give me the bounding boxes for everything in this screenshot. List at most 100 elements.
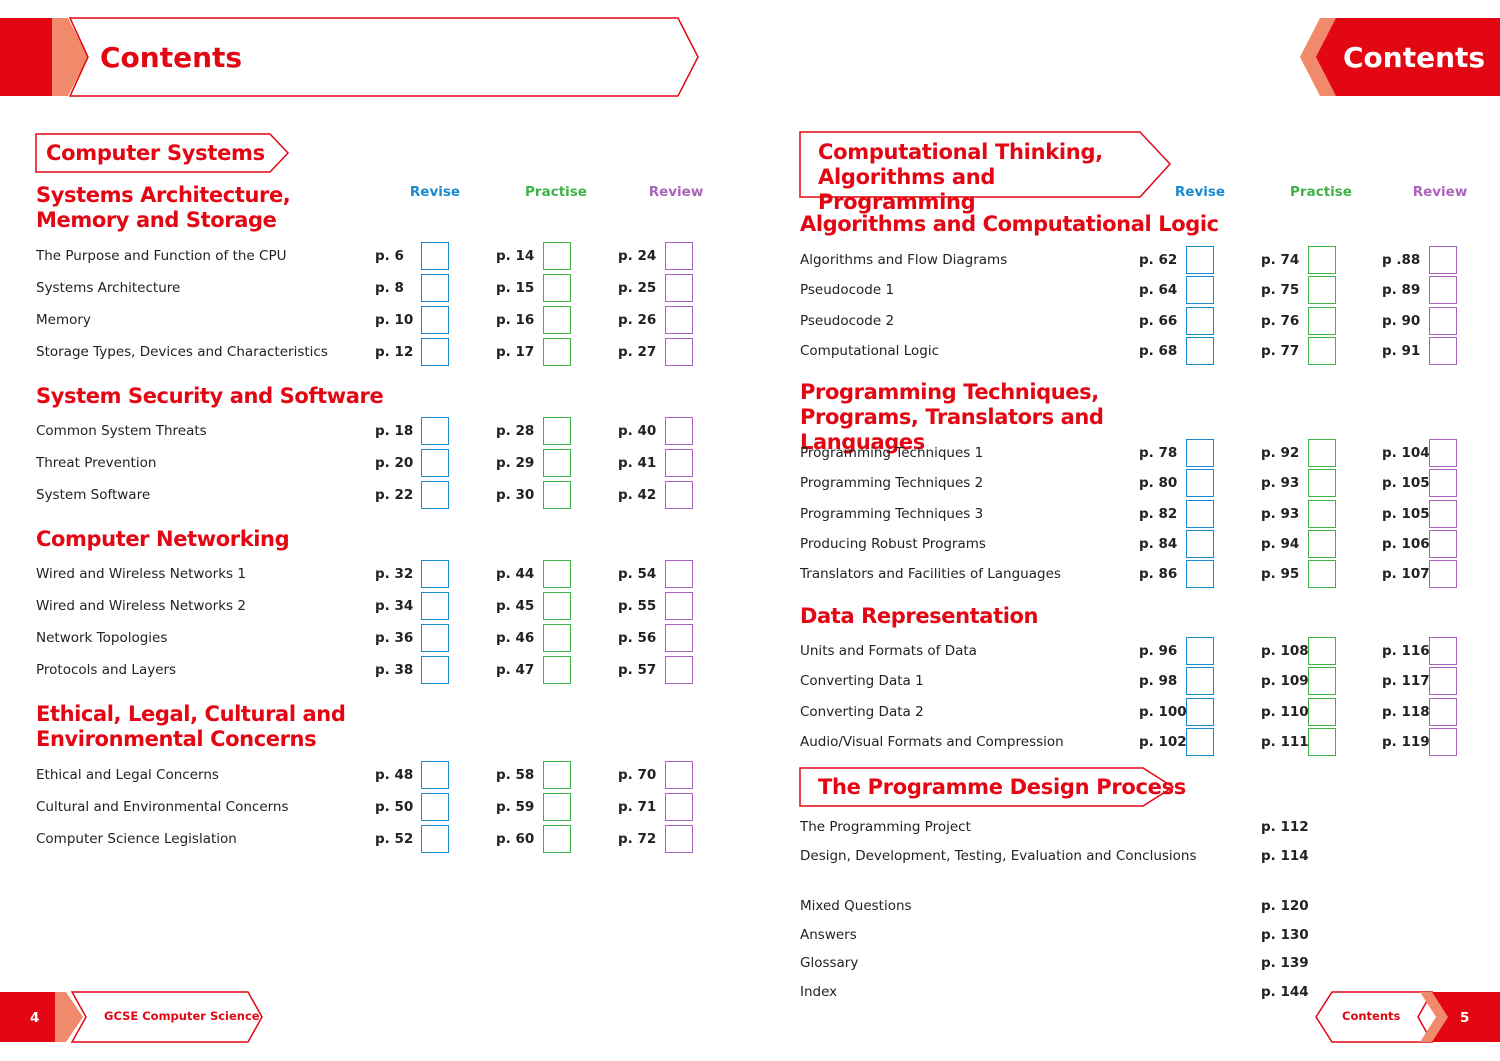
checkbox[interactable]	[1429, 439, 1457, 467]
checkbox[interactable]	[543, 274, 571, 302]
checkbox[interactable]	[665, 624, 693, 652]
checkbox[interactable]	[543, 242, 571, 270]
checkbox[interactable]	[1186, 276, 1214, 305]
checkbox[interactable]	[1429, 637, 1457, 665]
section-banner	[799, 131, 1172, 198]
topic-item: Audio/Visual Formats and Compression	[800, 733, 1064, 750]
checkbox[interactable]	[1308, 697, 1336, 726]
checkbox[interactable]	[665, 306, 693, 334]
checkbox[interactable]	[1429, 529, 1457, 558]
checkbox[interactable]	[665, 793, 693, 821]
checkbox[interactable]	[543, 338, 571, 366]
page-ref: p. 107	[1382, 566, 1430, 583]
checkbox[interactable]	[421, 793, 449, 821]
page-ref: p. 48	[375, 767, 414, 783]
column-header: Revise	[1174, 184, 1226, 200]
checkbox[interactable]	[1308, 439, 1336, 467]
topic-item: Memory	[36, 312, 91, 328]
section-banner	[35, 133, 290, 173]
page-ref: p. 106	[1382, 535, 1430, 552]
checkbox[interactable]	[1186, 499, 1214, 528]
checkbox[interactable]	[1308, 667, 1336, 696]
checkbox[interactable]	[543, 825, 571, 853]
checkbox[interactable]	[1186, 727, 1214, 756]
topic-item: System Software	[36, 487, 151, 503]
checkbox[interactable]	[421, 656, 449, 684]
checkbox[interactable]	[421, 560, 449, 588]
page-ref: p. 110	[1261, 703, 1309, 720]
checkbox[interactable]	[421, 592, 449, 620]
checkbox[interactable]	[421, 242, 449, 270]
checkbox[interactable]	[1308, 637, 1336, 665]
checkbox[interactable]	[1308, 306, 1336, 335]
checkbox[interactable]	[1308, 499, 1336, 528]
checkbox[interactable]	[665, 242, 693, 270]
checkbox[interactable]	[1308, 276, 1336, 305]
checkbox[interactable]	[543, 306, 571, 334]
checkbox[interactable]	[543, 560, 571, 588]
checkbox[interactable]	[543, 624, 571, 652]
checkbox[interactable]	[1429, 276, 1457, 305]
checkbox[interactable]	[421, 274, 449, 302]
checkbox[interactable]	[543, 656, 571, 684]
checkbox[interactable]	[1429, 499, 1457, 528]
page-ref: p. 60	[496, 831, 535, 847]
checkbox[interactable]	[1186, 306, 1214, 335]
page-ref: p. 84	[1139, 535, 1178, 552]
checkbox[interactable]	[1186, 469, 1214, 498]
page-ref: p. 55	[618, 598, 657, 614]
checkbox[interactable]	[421, 624, 449, 652]
checkbox[interactable]	[1186, 667, 1214, 696]
checkbox[interactable]	[1186, 529, 1214, 558]
header-tab	[1316, 18, 1500, 96]
checkbox[interactable]	[665, 449, 693, 477]
page-ref: p. 120	[1261, 898, 1309, 914]
checkbox[interactable]	[1429, 246, 1457, 274]
checkbox[interactable]	[543, 417, 571, 445]
checkbox[interactable]	[1429, 667, 1457, 696]
checkbox[interactable]	[1186, 697, 1214, 726]
checkbox[interactable]	[1308, 246, 1336, 274]
checkbox[interactable]	[665, 274, 693, 302]
checkbox[interactable]	[1186, 637, 1214, 665]
checkbox[interactable]	[1308, 560, 1336, 589]
checkbox[interactable]	[1429, 306, 1457, 335]
checkbox[interactable]	[665, 481, 693, 509]
checkbox[interactable]	[665, 338, 693, 366]
checkbox[interactable]	[421, 761, 449, 789]
checkbox[interactable]	[421, 449, 449, 477]
checkbox[interactable]	[1429, 727, 1457, 756]
checkbox[interactable]	[421, 417, 449, 445]
checkbox[interactable]	[421, 481, 449, 509]
checkbox[interactable]	[1308, 727, 1336, 756]
checkbox[interactable]	[665, 417, 693, 445]
checkbox[interactable]	[543, 761, 571, 789]
checkbox[interactable]	[665, 592, 693, 620]
checkbox[interactable]	[1186, 246, 1214, 274]
column-header: Practise	[1290, 184, 1352, 200]
topic-item: The Programming Project	[800, 819, 971, 835]
checkbox[interactable]	[1429, 697, 1457, 726]
checkbox[interactable]	[1429, 560, 1457, 589]
checkbox[interactable]	[1429, 469, 1457, 498]
checkbox[interactable]	[543, 449, 571, 477]
checkbox[interactable]	[543, 793, 571, 821]
checkbox[interactable]	[665, 560, 693, 588]
checkbox[interactable]	[543, 481, 571, 509]
page-ref: p. 98	[1139, 673, 1178, 690]
checkbox[interactable]	[421, 825, 449, 853]
checkbox[interactable]	[421, 338, 449, 366]
checkbox[interactable]	[1308, 336, 1336, 365]
checkbox[interactable]	[543, 592, 571, 620]
checkbox[interactable]	[421, 306, 449, 334]
checkbox[interactable]	[665, 761, 693, 789]
checkbox[interactable]	[1429, 336, 1457, 365]
checkbox[interactable]	[1186, 336, 1214, 365]
checkbox[interactable]	[665, 656, 693, 684]
checkbox[interactable]	[665, 825, 693, 853]
checkbox[interactable]	[1186, 439, 1214, 467]
checkbox[interactable]	[1308, 469, 1336, 498]
checkbox[interactable]	[1186, 560, 1214, 589]
checkbox[interactable]	[1308, 529, 1336, 558]
